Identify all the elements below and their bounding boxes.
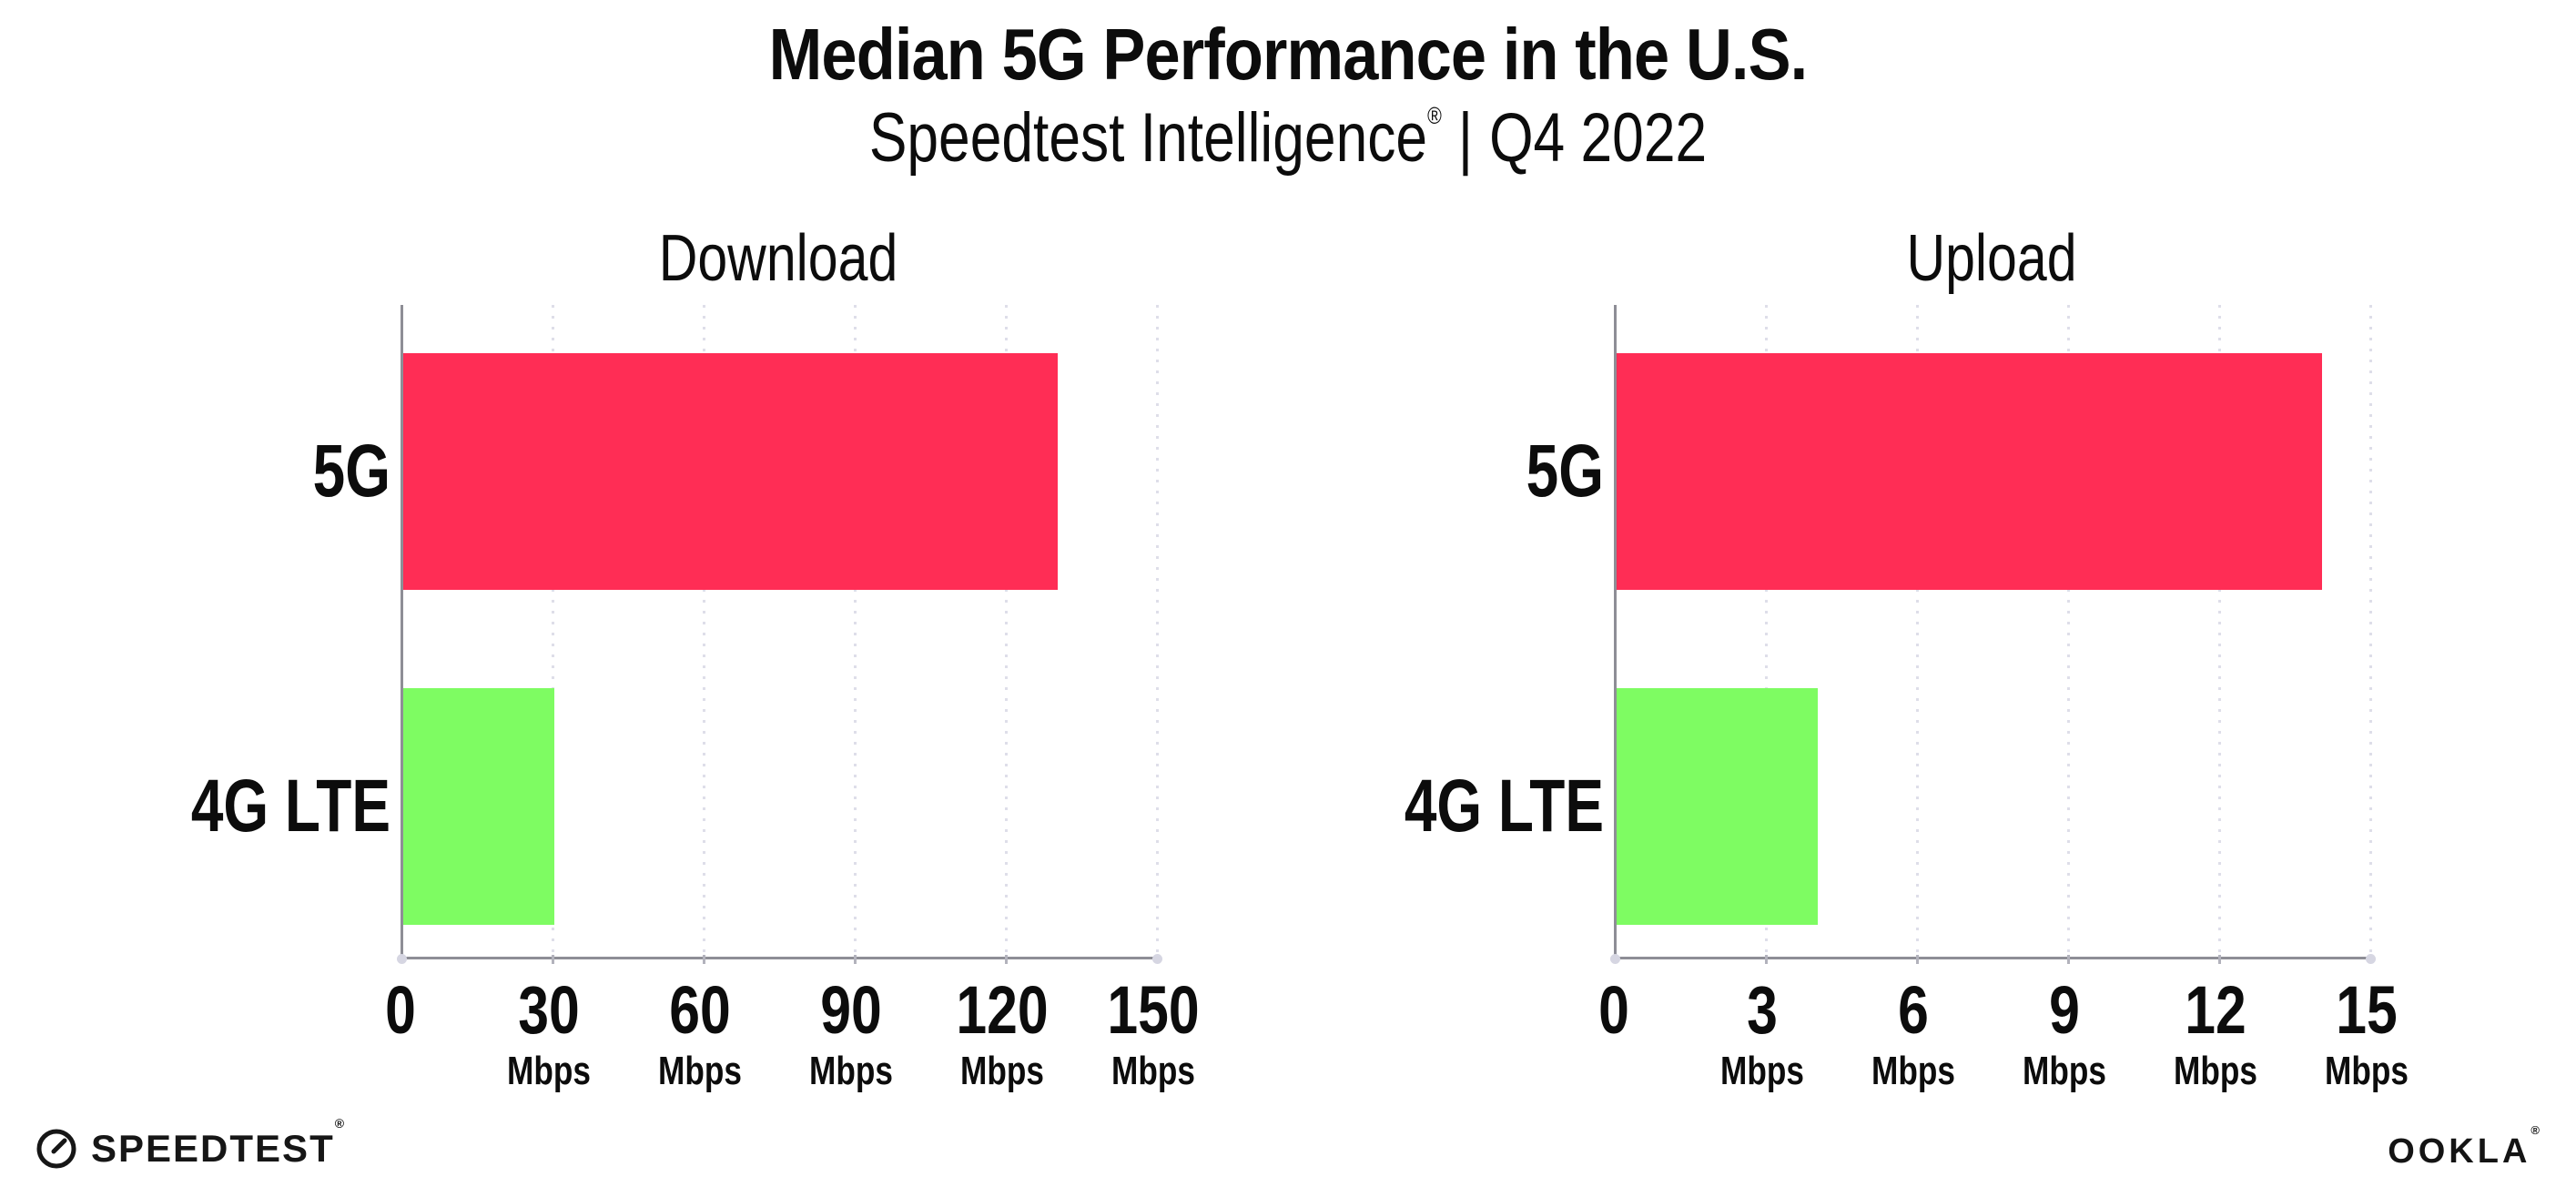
bar-5g-download	[403, 353, 1059, 590]
x-tick-value: 150	[1107, 972, 1200, 1048]
upload-chart-title: Upload	[1906, 222, 2077, 295]
category-label-4g-lte: 4G LTE	[190, 765, 390, 847]
x-tick-unit: Mbps	[2174, 1049, 2257, 1093]
registered-mark: ®	[334, 1116, 347, 1131]
axis-end-dot	[2366, 954, 2376, 964]
x-tick-value: 3	[1747, 972, 1778, 1048]
axis-end-dot	[1610, 954, 1620, 964]
speedtest-gauge-icon	[35, 1127, 78, 1171]
x-tick-90: 90 Mbps	[742, 977, 960, 1091]
x-tick-6: 6 Mbps	[1804, 977, 2023, 1091]
x-tick-value: 60	[669, 972, 731, 1048]
gridline	[2218, 305, 2221, 957]
axis-tick	[552, 955, 554, 964]
axis-end-dot	[397, 954, 407, 964]
registered-mark: ®	[2530, 1123, 2543, 1137]
axis-tick	[703, 955, 705, 964]
x-tick-value: 0	[1598, 972, 1629, 1048]
x-tick-120: 120 Mbps	[893, 977, 1111, 1091]
x-tick-unit: Mbps	[658, 1049, 742, 1093]
x-tick-15: 15 Mbps	[2257, 977, 2476, 1091]
category-label-4g-lte: 4G LTE	[1404, 765, 1604, 847]
speedtest-wordmark: SPEEDTEST®	[91, 1116, 347, 1170]
x-tick-value: 120	[956, 972, 1049, 1048]
x-tick-60: 60 Mbps	[591, 977, 809, 1091]
upload-chart: Upload 5G 4G LTE 0 3 Mbps 6	[1405, 222, 2409, 1091]
x-tick-value: 6	[1898, 972, 1929, 1048]
bar-5g-upload	[1617, 353, 2322, 590]
x-tick-value: 0	[385, 972, 416, 1048]
x-tick-unit: Mbps	[2023, 1049, 2106, 1093]
x-tick-unit: Mbps	[1111, 1049, 1195, 1093]
category-label-5g: 5G	[312, 430, 390, 512]
bar-4g-lte-download	[403, 688, 554, 925]
x-tick-150: 150 Mbps	[1044, 977, 1263, 1091]
gridline	[1765, 305, 1768, 957]
x-tick-unit: Mbps	[809, 1049, 893, 1093]
x-tick-0: 0	[291, 977, 510, 1044]
subtitle-period: Q4 2022	[1489, 99, 1708, 177]
subtitle-brand: Speedtest Intelligence	[868, 99, 1428, 177]
axis-tick	[2218, 955, 2221, 964]
axis-tick	[854, 955, 857, 964]
axis-tick	[1005, 955, 1008, 964]
gridline	[1005, 305, 1008, 957]
ookla-logo: OOKLA®	[2388, 1123, 2543, 1172]
gridline	[703, 305, 705, 957]
subtitle-divider: |	[1457, 99, 1474, 177]
x-tick-value: 30	[518, 972, 580, 1048]
x-tick-3: 3 Mbps	[1653, 977, 1871, 1091]
x-tick-value: 15	[2336, 972, 2398, 1048]
gridline	[1916, 305, 1919, 957]
bar-4g-lte-upload	[1617, 688, 1819, 925]
x-tick-12: 12 Mbps	[2106, 977, 2325, 1091]
axis-tick	[1765, 955, 1768, 964]
gridline	[552, 305, 554, 957]
download-chart: Download 5G 4G LTE 0 30 Mbps 60	[191, 222, 1200, 1091]
axis-end-dot	[1152, 954, 1162, 964]
x-tick-value: 9	[2049, 972, 2080, 1048]
gridline	[2369, 305, 2372, 957]
axis-tick	[2067, 955, 2070, 964]
x-tick-30: 30 Mbps	[440, 977, 658, 1091]
gridline	[2067, 305, 2070, 957]
upload-plot-area: 5G 4G LTE	[1405, 305, 2376, 964]
x-tick-0: 0	[1505, 977, 1723, 1044]
page-title: Median 5G Performance in the U.S.	[768, 14, 1809, 95]
x-tick-unit: Mbps	[960, 1049, 1044, 1093]
speedtest-logo: SPEEDTEST®	[35, 1116, 347, 1172]
gridline	[1156, 305, 1159, 957]
x-tick-value: 12	[2185, 972, 2246, 1048]
page-subtitle: Speedtest Intelligence® | Q4 2022	[232, 98, 2345, 178]
axis-tick	[1916, 955, 1919, 964]
x-tick-unit: Mbps	[1871, 1049, 1955, 1093]
x-tick-value: 90	[820, 972, 882, 1048]
x-tick-unit: Mbps	[1720, 1049, 1804, 1093]
x-tick-unit: Mbps	[507, 1049, 591, 1093]
gridline	[854, 305, 857, 957]
registered-mark: ®	[1427, 102, 1442, 129]
download-plot-area: 5G 4G LTE	[191, 305, 1162, 964]
x-tick-9: 9 Mbps	[1955, 977, 2174, 1091]
download-chart-title: Download	[658, 222, 898, 295]
x-tick-unit: Mbps	[2325, 1049, 2409, 1093]
category-label-5g: 5G	[1526, 430, 1604, 512]
ookla-wordmark: OOKLA	[2388, 1132, 2531, 1171]
